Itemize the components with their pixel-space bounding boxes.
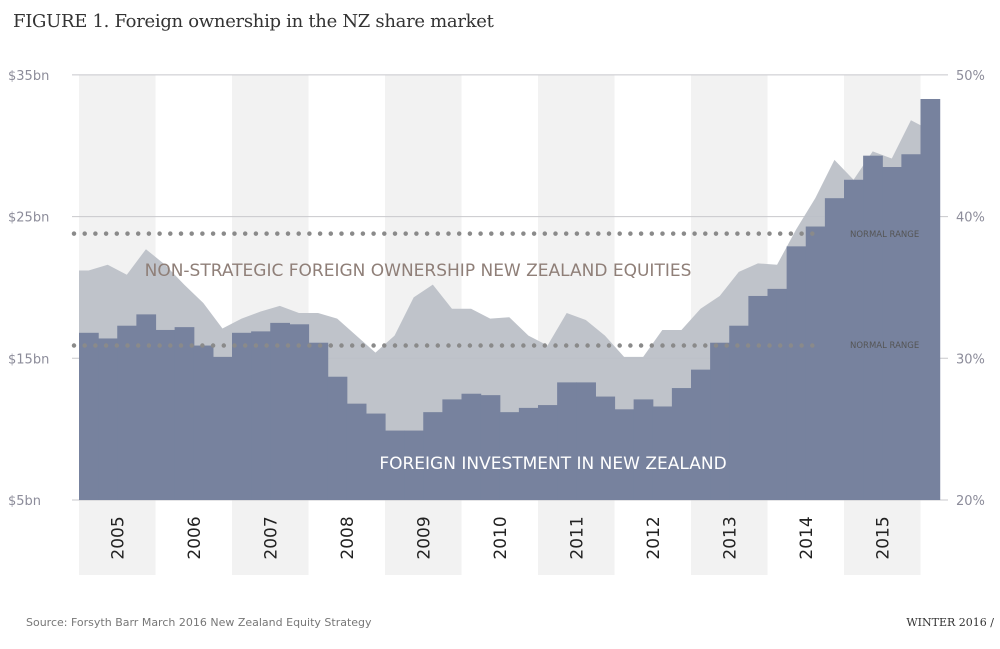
year-label: 2012 xyxy=(644,516,664,559)
investment-bar xyxy=(633,399,654,500)
year-label: 2008 xyxy=(338,516,358,559)
year-label: 2009 xyxy=(414,516,434,559)
investment-bar xyxy=(193,345,214,500)
investment-bar xyxy=(595,396,616,500)
normal-range-label-upper: NORMAL RANGE xyxy=(850,230,919,240)
right-axis-tick: 40% xyxy=(956,211,985,226)
investment-bar xyxy=(652,406,673,500)
investment-bar xyxy=(174,327,195,500)
investment-bar xyxy=(557,382,577,500)
right-axis-tick: 30% xyxy=(956,352,985,367)
investment-bar xyxy=(844,179,864,500)
investment-bar xyxy=(289,324,310,500)
investment-bar xyxy=(404,430,424,500)
investment-bar xyxy=(748,295,769,500)
investment-bar xyxy=(423,412,443,500)
investment-bar xyxy=(327,376,348,500)
investment-bar xyxy=(882,167,902,500)
investment-series-label: FOREIGN INVESTMENT IN NEW ZEALAND xyxy=(379,454,726,474)
year-label: 2014 xyxy=(797,516,817,559)
year-label: 2011 xyxy=(567,516,587,559)
investment-bar xyxy=(786,246,807,500)
year-label: 2010 xyxy=(491,516,511,559)
investment-bar xyxy=(920,98,941,500)
investment-bar xyxy=(805,226,826,501)
year-label: 2015 xyxy=(873,516,893,559)
normal-range-label-lower: NORMAL RANGE xyxy=(850,341,919,351)
investment-bar xyxy=(365,413,386,500)
investment-bar xyxy=(212,356,233,500)
investment-bar xyxy=(270,322,290,500)
investment-bar xyxy=(251,331,271,500)
investment-bar xyxy=(155,329,176,500)
right-axis-tick: 50% xyxy=(956,69,985,84)
investment-bar xyxy=(499,412,520,500)
investment-bar xyxy=(863,155,883,500)
investment-bar xyxy=(671,388,692,500)
left-axis-tick: $15bn xyxy=(8,352,49,367)
ownership-series-label: NON-STRATEGIC FOREIGN OWNERSHIP NEW ZEAL… xyxy=(145,261,692,281)
investment-bar xyxy=(901,154,922,500)
year-label: 2006 xyxy=(185,516,205,559)
investment-bar xyxy=(232,332,252,500)
investment-bar xyxy=(308,342,329,500)
investment-bar xyxy=(710,342,730,500)
left-axis-tick: $35bn xyxy=(8,69,49,84)
investment-bar xyxy=(136,314,157,500)
year-label: 2007 xyxy=(261,516,281,559)
investment-bar xyxy=(538,405,558,500)
investment-bar xyxy=(98,338,118,500)
source-note: Source: Forsyth Barr March 2016 New Zeal… xyxy=(26,616,372,629)
year-label: 2013 xyxy=(720,516,740,559)
investment-bar xyxy=(385,430,405,500)
investment-bar xyxy=(442,399,463,500)
right-axis-tick: 20% xyxy=(956,494,985,509)
investment-bar xyxy=(518,407,539,500)
investment-bar xyxy=(576,382,596,500)
investment-bar xyxy=(729,325,749,500)
investment-bar xyxy=(461,393,482,500)
investment-bar xyxy=(767,288,788,500)
investment-bar xyxy=(691,369,711,500)
investment-bar xyxy=(79,332,99,500)
investment-bar xyxy=(346,403,367,500)
investment-bar xyxy=(614,409,635,500)
issue-label: WINTER 2016 / xyxy=(906,616,994,629)
investment-bar xyxy=(824,198,845,500)
investment-bar xyxy=(117,325,137,500)
year-label: 2005 xyxy=(108,516,128,559)
investment-bar xyxy=(480,395,501,500)
left-axis-tick: $25bn xyxy=(8,211,49,226)
left-axis-tick: $5bn xyxy=(8,494,41,509)
figure-title: FIGURE 1. Foreign ownership in the NZ sh… xyxy=(13,11,494,32)
